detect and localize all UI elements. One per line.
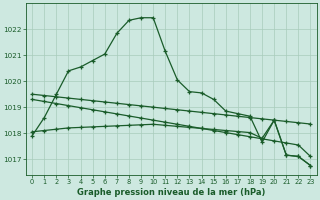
X-axis label: Graphe pression niveau de la mer (hPa): Graphe pression niveau de la mer (hPa) <box>77 188 266 197</box>
